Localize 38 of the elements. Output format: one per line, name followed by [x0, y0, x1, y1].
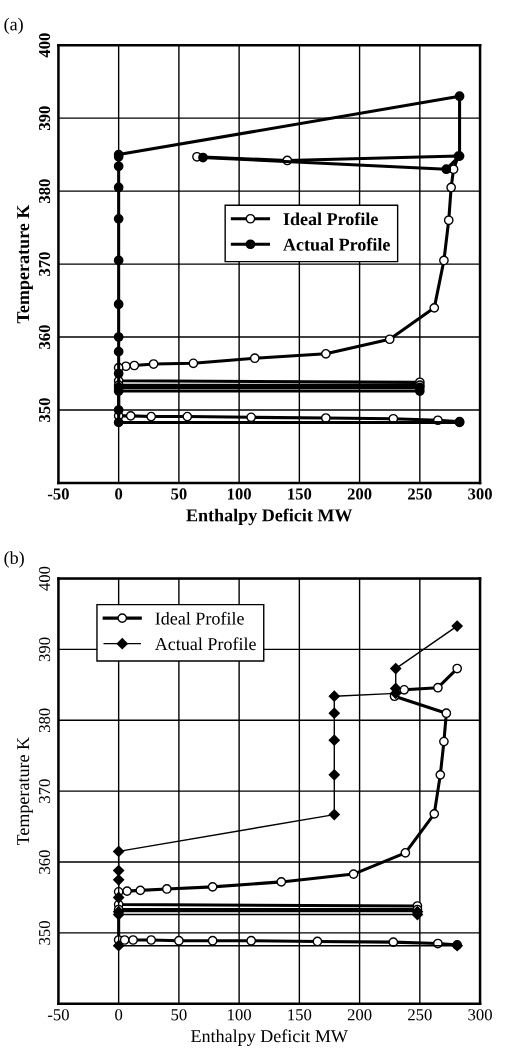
x-tick-label: 50 — [171, 488, 187, 500]
chart-title: (b) — [4, 551, 24, 568]
y-axis-title: Temperature K — [17, 204, 33, 324]
x-tick-label: 200 — [347, 488, 372, 500]
x-tick-label: 100 — [227, 488, 251, 500]
x-tick-label: 150 — [288, 488, 312, 500]
x-tick-label: 200 — [347, 1009, 372, 1021]
y-tick-label: 380 — [38, 179, 51, 203]
legend-label: Ideal Profile — [155, 611, 244, 625]
x-tick-label: 300 — [468, 488, 492, 500]
legend-label: Actual Profile — [154, 637, 256, 651]
y-tick-label: 400 — [38, 33, 51, 58]
x-tick-label: 300 — [468, 1009, 492, 1021]
x-tick-label: -50 — [47, 1009, 69, 1021]
y-tick-label: 360 — [38, 850, 51, 874]
x-tick-label: -50 — [47, 488, 69, 500]
x-tick-label: 0 — [115, 488, 123, 500]
x-tick-label: 100 — [228, 1009, 251, 1021]
x-axis-title: Enthalpy Deficit MW — [191, 1029, 348, 1046]
x-tick-label: 150 — [288, 1009, 312, 1021]
y-tick-label: 350 — [38, 398, 51, 422]
y-tick-label: 370 — [38, 779, 51, 803]
y-tick-label: 390 — [38, 106, 51, 130]
y-tick-label: 400 — [38, 566, 51, 591]
y-tick-label: 350 — [38, 921, 51, 945]
x-tick-label: 0 — [115, 1009, 123, 1021]
x-axis-title: Enthalpy Deficit MW — [186, 508, 353, 526]
legend-label: Actual Profile — [283, 237, 390, 251]
x-tick-label: 50 — [171, 1009, 187, 1021]
x-tick-label: 250 — [408, 1009, 432, 1021]
y-tick-label: 370 — [38, 252, 51, 276]
y-axis-title: Temperature K — [17, 737, 33, 846]
chart-title: (a) — [4, 17, 23, 35]
y-tick-label: 390 — [38, 637, 51, 662]
legend-label: Ideal Profile — [283, 212, 378, 226]
y-tick-label: 380 — [38, 708, 51, 732]
y-tick-label: 360 — [38, 325, 51, 349]
x-tick-label: 250 — [408, 488, 432, 500]
